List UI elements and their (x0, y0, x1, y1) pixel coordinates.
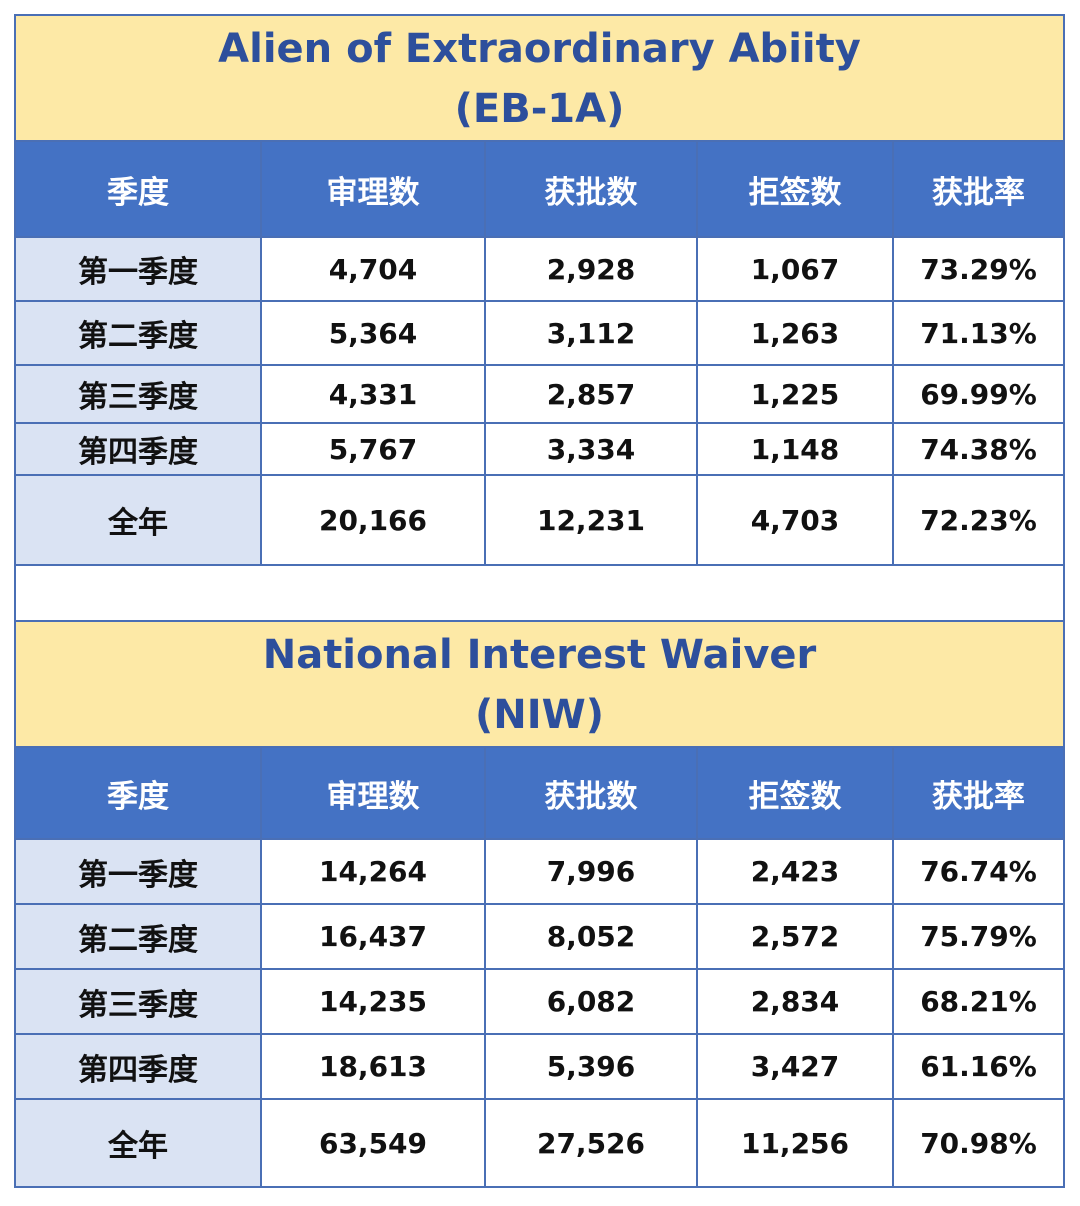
table-header-row: 季度 审理数 获批数 拒签数 获批率 (16, 142, 1063, 238)
reviewed-cell: 63,549 (260, 1098, 486, 1186)
approved-cell: 3,334 (484, 422, 698, 476)
denied-cell: 2,423 (696, 838, 894, 905)
approved-cell: 2,857 (484, 364, 698, 424)
quarter-cell: 第四季度 (16, 422, 262, 476)
table-row: 第一季度 14,264 7,996 2,423 76.74% (16, 838, 1063, 905)
denied-cell: 1,225 (696, 364, 894, 424)
header-reviewed: 审理数 (260, 748, 486, 840)
table-row: 第三季度 4,331 2,857 1,225 69.99% (16, 364, 1063, 424)
rate-cell: 73.29% (892, 236, 1063, 302)
approved-cell: 6,082 (484, 968, 698, 1035)
quarter-cell: 第二季度 (16, 903, 262, 970)
niw-table-panel: National Interest Waiver (NIW) 季度 审理数 获批… (14, 620, 1065, 1188)
approved-cell: 5,396 (484, 1033, 698, 1100)
rate-cell: 76.74% (892, 838, 1063, 905)
table-row: 第三季度 14,235 6,082 2,834 68.21% (16, 968, 1063, 1035)
denied-cell: 11,256 (696, 1098, 894, 1186)
eb1a-title-line2: (EB-1A) (454, 86, 625, 132)
table-row: 第二季度 5,364 3,112 1,263 71.13% (16, 300, 1063, 366)
eb1a-title: Alien of Extraordinary Abiity (EB-1A) (16, 16, 1063, 142)
niw-title: National Interest Waiver (NIW) (16, 622, 1063, 748)
header-approval-rate: 获批率 (892, 748, 1063, 840)
table-row-total: 全年 63,549 27,526 11,256 70.98% (16, 1098, 1063, 1186)
header-approval-rate: 获批率 (892, 142, 1063, 238)
niw-stats-table: 季度 审理数 获批数 拒签数 获批率 第一季度 14,264 7,996 2,4… (16, 748, 1063, 1186)
denied-cell: 1,148 (696, 422, 894, 476)
niw-title-line2: (NIW) (474, 692, 605, 738)
table-row: 第一季度 4,704 2,928 1,067 73.29% (16, 236, 1063, 302)
approved-cell: 2,928 (484, 236, 698, 302)
approved-cell: 7,996 (484, 838, 698, 905)
denied-cell: 4,703 (696, 474, 894, 564)
approved-cell: 8,052 (484, 903, 698, 970)
reviewed-cell: 14,264 (260, 838, 486, 905)
eb1a-table-panel: Alien of Extraordinary Abiity (EB-1A) 季度… (14, 14, 1065, 566)
niw-title-line1: National Interest Waiver (262, 632, 817, 678)
header-quarter: 季度 (16, 748, 262, 840)
table-header-row: 季度 审理数 获批数 拒签数 获批率 (16, 748, 1063, 840)
reviewed-cell: 16,437 (260, 903, 486, 970)
quarter-cell: 全年 (16, 474, 262, 564)
rate-cell: 74.38% (892, 422, 1063, 476)
reviewed-cell: 5,364 (260, 300, 486, 366)
quarter-cell: 全年 (16, 1098, 262, 1186)
header-denied: 拒签数 (696, 142, 894, 238)
header-reviewed: 审理数 (260, 142, 486, 238)
reviewed-cell: 5,767 (260, 422, 486, 476)
rate-cell: 68.21% (892, 968, 1063, 1035)
denied-cell: 1,263 (696, 300, 894, 366)
rate-cell: 71.13% (892, 300, 1063, 366)
quarter-cell: 第三季度 (16, 364, 262, 424)
quarter-cell: 第二季度 (16, 300, 262, 366)
denied-cell: 2,834 (696, 968, 894, 1035)
rate-cell: 72.23% (892, 474, 1063, 564)
approved-cell: 12,231 (484, 474, 698, 564)
table-row: 第四季度 18,613 5,396 3,427 61.16% (16, 1033, 1063, 1100)
header-denied: 拒签数 (696, 748, 894, 840)
header-quarter: 季度 (16, 142, 262, 238)
reviewed-cell: 4,704 (260, 236, 486, 302)
approved-cell: 27,526 (484, 1098, 698, 1186)
rate-cell: 75.79% (892, 903, 1063, 970)
rate-cell: 61.16% (892, 1033, 1063, 1100)
header-approved: 获批数 (484, 748, 698, 840)
reviewed-cell: 18,613 (260, 1033, 486, 1100)
rate-cell: 70.98% (892, 1098, 1063, 1186)
denied-cell: 3,427 (696, 1033, 894, 1100)
denied-cell: 2,572 (696, 903, 894, 970)
header-approved: 获批数 (484, 142, 698, 238)
quarter-cell: 第四季度 (16, 1033, 262, 1100)
table-row: 第二季度 16,437 8,052 2,572 75.79% (16, 903, 1063, 970)
quarter-cell: 第三季度 (16, 968, 262, 1035)
rate-cell: 69.99% (892, 364, 1063, 424)
table-row: 第四季度 5,767 3,334 1,148 74.38% (16, 422, 1063, 476)
eb1a-stats-table: 季度 审理数 获批数 拒签数 获批率 第一季度 4,704 2,928 1,06… (16, 142, 1063, 564)
reviewed-cell: 20,166 (260, 474, 486, 564)
table-separator (14, 566, 1065, 620)
table-row-total: 全年 20,166 12,231 4,703 72.23% (16, 474, 1063, 564)
reviewed-cell: 14,235 (260, 968, 486, 1035)
quarter-cell: 第一季度 (16, 838, 262, 905)
denied-cell: 1,067 (696, 236, 894, 302)
approved-cell: 3,112 (484, 300, 698, 366)
reviewed-cell: 4,331 (260, 364, 486, 424)
eb1a-title-line1: Alien of Extraordinary Abiity (218, 26, 861, 72)
quarter-cell: 第一季度 (16, 236, 262, 302)
